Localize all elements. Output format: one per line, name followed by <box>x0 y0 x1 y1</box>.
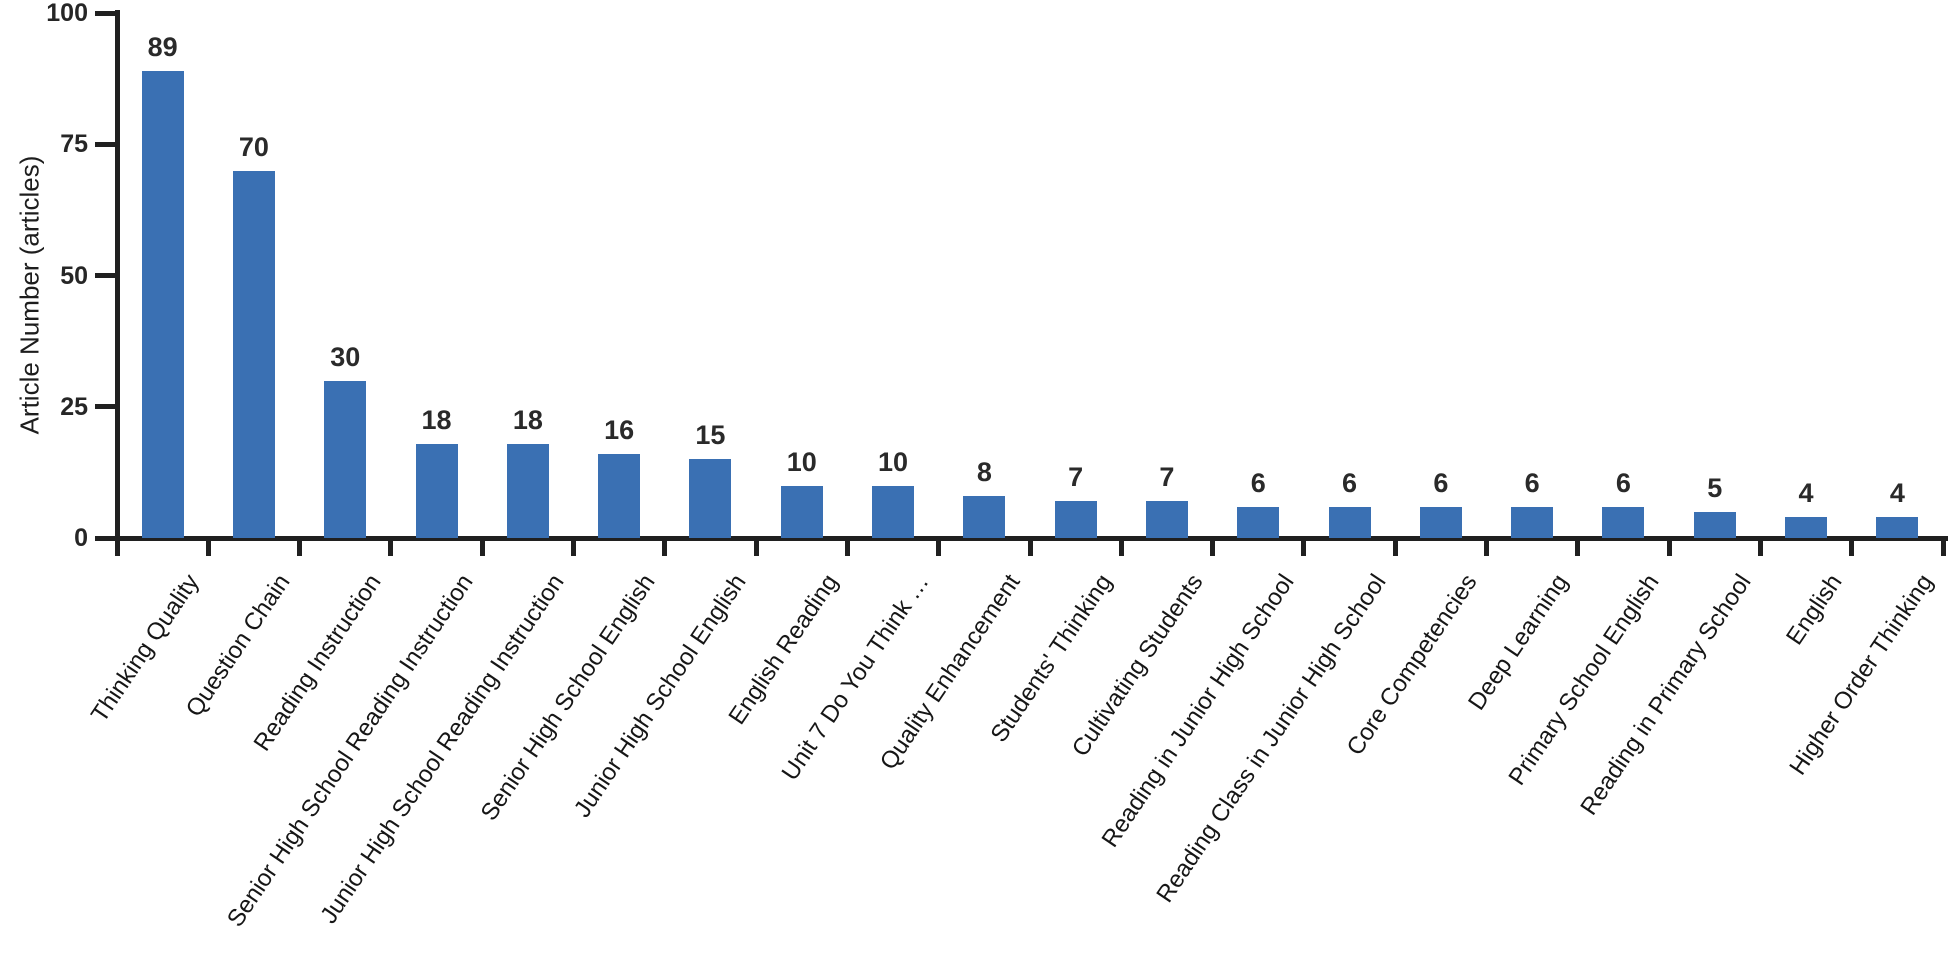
x-tick <box>662 538 668 556</box>
bar-value-label: 70 <box>238 131 269 162</box>
bar <box>1511 506 1554 538</box>
bar <box>1054 501 1097 538</box>
bar <box>1328 506 1371 538</box>
bar-value-label: 16 <box>604 415 635 445</box>
y-tick <box>95 10 117 16</box>
x-tick <box>388 538 394 556</box>
bar <box>1602 506 1645 538</box>
x-tick <box>753 538 759 556</box>
bar <box>232 170 275 538</box>
bar <box>324 380 367 538</box>
bar-value-label: 6 <box>1342 467 1358 498</box>
y-tick-label: 25 <box>60 392 88 421</box>
x-tick <box>936 538 942 556</box>
y-tick-label: 100 <box>46 0 88 27</box>
bar-value-label: 4 <box>1798 478 1814 508</box>
bar-value-label: 18 <box>512 404 543 435</box>
bar <box>1785 517 1828 538</box>
x-tick <box>1118 538 1124 556</box>
bar <box>1237 506 1280 538</box>
x-tick <box>1666 538 1672 556</box>
y-tick <box>95 141 117 147</box>
x-tick <box>1757 538 1763 556</box>
bar-value-label: 89 <box>147 31 178 62</box>
bar-value-label: 6 <box>1250 467 1266 498</box>
bar-value-label: 6 <box>1433 467 1449 498</box>
bar-value-label: 10 <box>878 446 909 477</box>
x-tick <box>1575 538 1581 556</box>
y-tick-label: 75 <box>60 130 88 159</box>
x-tick <box>1301 538 1307 556</box>
bar-value-label: 4 <box>1889 478 1905 508</box>
bar <box>1693 511 1736 538</box>
y-tick <box>95 273 117 278</box>
x-tick <box>1392 538 1398 556</box>
x-tick <box>844 538 850 556</box>
x-tick <box>1027 538 1033 556</box>
bar-value-label: 30 <box>330 341 361 372</box>
bar <box>506 443 549 538</box>
bar-value-label: 7 <box>1159 462 1175 493</box>
bar-value-label: 10 <box>786 446 817 477</box>
x-tick <box>1484 538 1489 556</box>
x-category-label: Higher Order Thinking <box>1784 569 1939 780</box>
x-tick <box>297 538 303 556</box>
y-axis-line <box>115 10 120 556</box>
bar-value-label: 8 <box>976 457 992 487</box>
x-tick <box>1940 538 1946 556</box>
x-tick <box>205 538 211 556</box>
x-tick <box>571 538 576 556</box>
bar-value-label: 6 <box>1524 467 1540 498</box>
bar <box>689 459 732 538</box>
x-tick <box>1849 538 1855 556</box>
y-tick <box>95 404 117 410</box>
bar <box>1145 501 1188 538</box>
bar <box>1419 506 1462 538</box>
y-tick-label: 50 <box>60 261 88 290</box>
bar <box>872 485 915 538</box>
bar-value-label: 7 <box>1068 462 1084 493</box>
bar <box>598 454 641 538</box>
bar <box>780 485 823 538</box>
bar-value-label: 15 <box>695 420 726 451</box>
bar <box>963 496 1006 538</box>
bar <box>1876 517 1919 538</box>
x-tick <box>479 538 485 556</box>
x-tick <box>1210 538 1216 556</box>
bar-value-label: 18 <box>421 404 452 435</box>
bar-value-label: 5 <box>1707 472 1723 503</box>
bar <box>415 443 458 538</box>
bar <box>141 70 184 538</box>
x-category-label: Thinking Quality <box>85 569 205 728</box>
y-tick-label: 0 <box>74 524 88 552</box>
bar-value-label: 6 <box>1615 467 1631 498</box>
y-tick <box>95 535 117 541</box>
